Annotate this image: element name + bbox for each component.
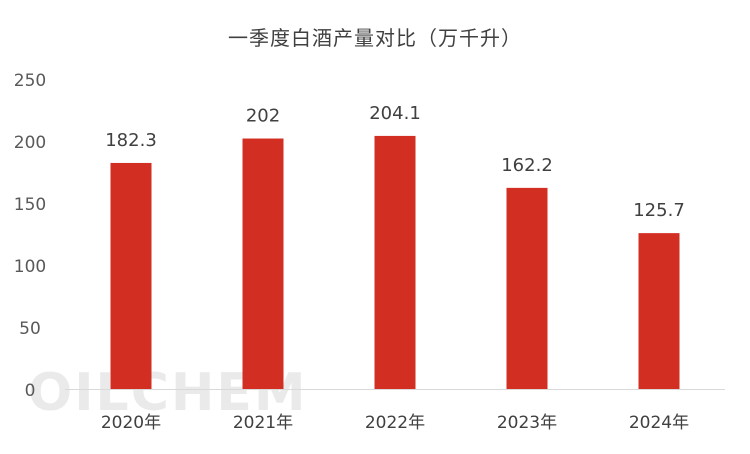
bar	[110, 162, 152, 389]
chart-title: 一季度白酒产量对比（万千升）	[228, 26, 522, 50]
y-tick-label: 100	[14, 257, 46, 277]
y-tick-label: 200	[14, 133, 46, 153]
data-label: 182.3	[105, 130, 157, 151]
data-label: 202	[246, 106, 280, 127]
data-label: 162.2	[501, 155, 553, 176]
y-tick-label: 150	[14, 195, 46, 215]
x-tick-label: 2021年	[233, 413, 293, 433]
y-tick-label: 0	[25, 381, 36, 401]
data-label: 125.7	[633, 200, 685, 221]
data-label: 204.1	[369, 103, 421, 124]
x-tick-label: 2023年	[497, 413, 557, 433]
x-tick-label: 2020年	[101, 413, 161, 433]
bar	[638, 233, 680, 389]
bar	[374, 135, 416, 389]
x-tick-label: 2022年	[365, 413, 425, 433]
x-tick-label: 2024年	[629, 413, 689, 433]
y-tick-label: 50	[19, 319, 41, 339]
y-tick-label: 250	[14, 71, 46, 91]
bar	[506, 187, 548, 389]
bar	[242, 138, 284, 389]
